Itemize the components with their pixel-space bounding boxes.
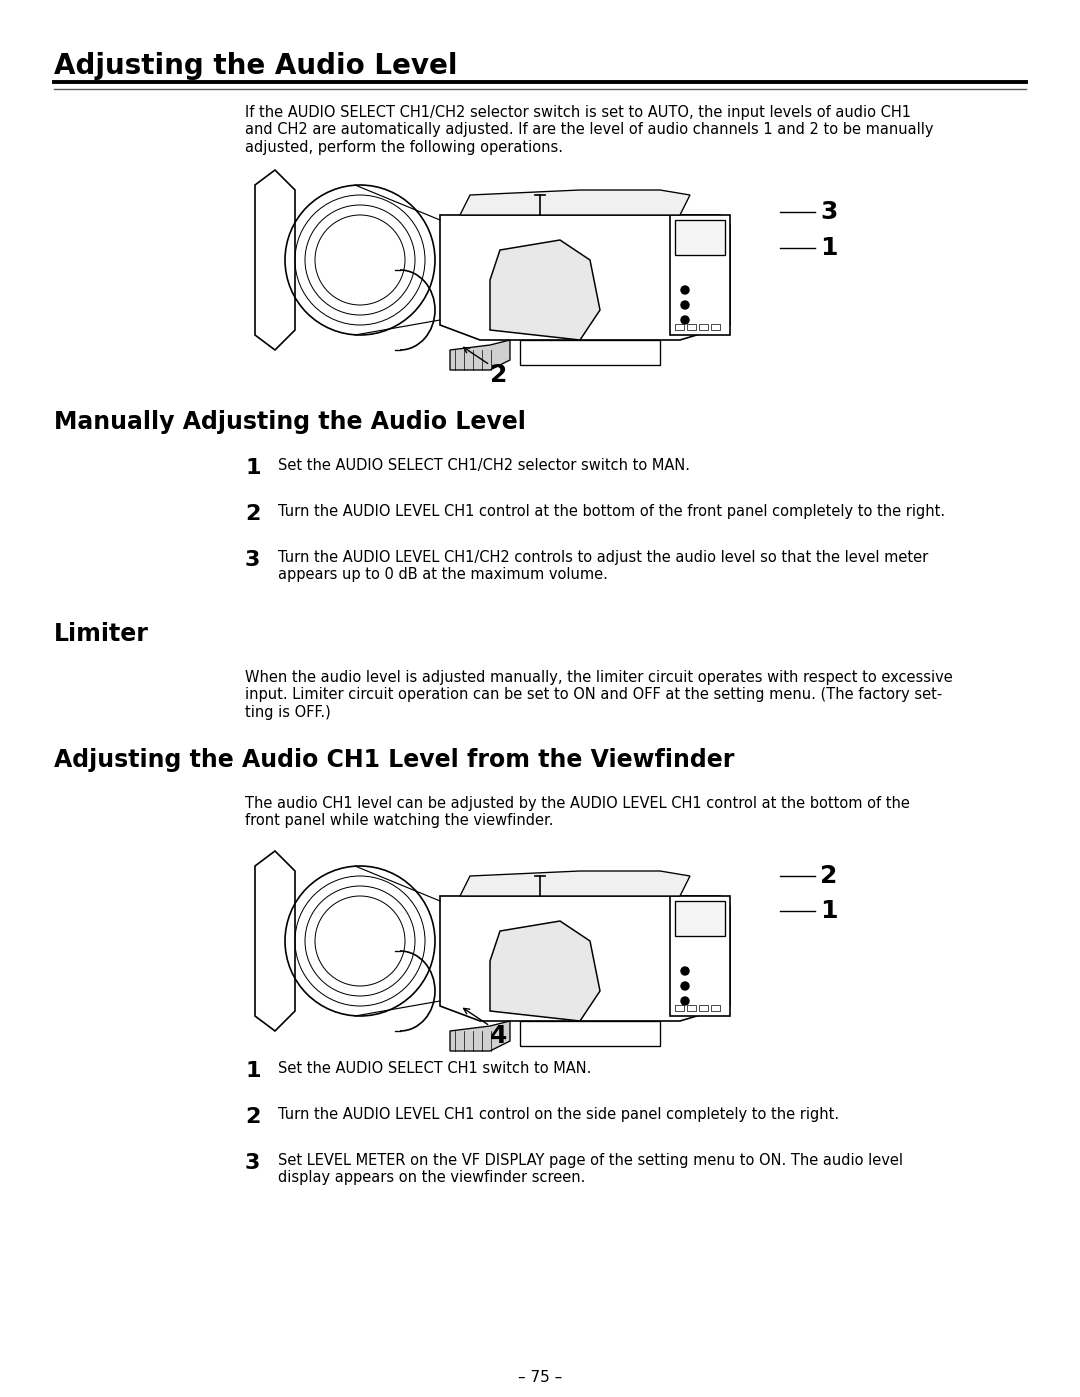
Text: When the audio level is adjusted manually, the limiter circuit operates with res: When the audio level is adjusted manuall…: [245, 671, 953, 719]
Text: Set the AUDIO SELECT CH1/CH2 selector switch to MAN.: Set the AUDIO SELECT CH1/CH2 selector sw…: [278, 458, 690, 474]
Text: Adjusting the Audio CH1 Level from the Viewfinder: Adjusting the Audio CH1 Level from the V…: [54, 747, 734, 773]
Polygon shape: [460, 870, 690, 895]
Text: – 75 –: – 75 –: [518, 1370, 562, 1384]
Text: 3: 3: [245, 1153, 260, 1173]
Circle shape: [681, 316, 689, 324]
FancyBboxPatch shape: [670, 895, 730, 1016]
Text: 2: 2: [820, 863, 837, 888]
FancyBboxPatch shape: [687, 324, 696, 330]
Text: 2: 2: [490, 363, 508, 387]
Text: Set the AUDIO SELECT CH1 switch to MAN.: Set the AUDIO SELECT CH1 switch to MAN.: [278, 1060, 592, 1076]
FancyBboxPatch shape: [711, 324, 720, 330]
FancyBboxPatch shape: [699, 1004, 708, 1011]
FancyBboxPatch shape: [711, 1004, 720, 1011]
Text: 1: 1: [245, 458, 260, 478]
Polygon shape: [490, 240, 600, 339]
FancyBboxPatch shape: [699, 324, 708, 330]
Text: Turn the AUDIO LEVEL CH1/CH2 controls to adjust the audio level so that the leve: Turn the AUDIO LEVEL CH1/CH2 controls to…: [278, 550, 928, 583]
Text: Adjusting the Audio Level: Adjusting the Audio Level: [54, 52, 458, 80]
Text: Manually Adjusting the Audio Level: Manually Adjusting the Audio Level: [54, 409, 526, 434]
Text: 4: 4: [490, 1024, 508, 1048]
Polygon shape: [460, 190, 690, 215]
Text: Turn the AUDIO LEVEL CH1 control at the bottom of the front panel completely to : Turn the AUDIO LEVEL CH1 control at the …: [278, 504, 945, 520]
Polygon shape: [450, 339, 510, 370]
Text: The audio CH1 level can be adjusted by the AUDIO LEVEL CH1 control at the bottom: The audio CH1 level can be adjusted by t…: [245, 796, 909, 828]
FancyBboxPatch shape: [670, 215, 730, 335]
Text: 3: 3: [245, 550, 260, 570]
Circle shape: [681, 982, 689, 990]
FancyBboxPatch shape: [675, 1004, 684, 1011]
Text: 1: 1: [820, 236, 837, 260]
Circle shape: [681, 967, 689, 975]
Text: 2: 2: [245, 504, 260, 524]
Text: Set LEVEL METER on the VF DISPLAY page of the setting menu to ON. The audio leve: Set LEVEL METER on the VF DISPLAY page o…: [278, 1153, 903, 1186]
Text: Turn the AUDIO LEVEL CH1 control on the side panel completely to the right.: Turn the AUDIO LEVEL CH1 control on the …: [278, 1106, 839, 1122]
Text: 2: 2: [245, 1106, 260, 1127]
Text: If the AUDIO SELECT CH1/CH2 selector switch is set to AUTO, the input levels of : If the AUDIO SELECT CH1/CH2 selector swi…: [245, 105, 933, 155]
Polygon shape: [450, 1021, 510, 1051]
Circle shape: [681, 286, 689, 293]
Text: 1: 1: [820, 900, 837, 923]
Text: 3: 3: [820, 200, 837, 224]
Text: 1: 1: [245, 1060, 260, 1081]
FancyBboxPatch shape: [687, 1004, 696, 1011]
FancyBboxPatch shape: [675, 324, 684, 330]
Text: Limiter: Limiter: [54, 622, 149, 645]
Circle shape: [681, 300, 689, 309]
Polygon shape: [490, 921, 600, 1021]
Circle shape: [681, 997, 689, 1004]
FancyBboxPatch shape: [675, 901, 725, 936]
FancyBboxPatch shape: [675, 219, 725, 256]
